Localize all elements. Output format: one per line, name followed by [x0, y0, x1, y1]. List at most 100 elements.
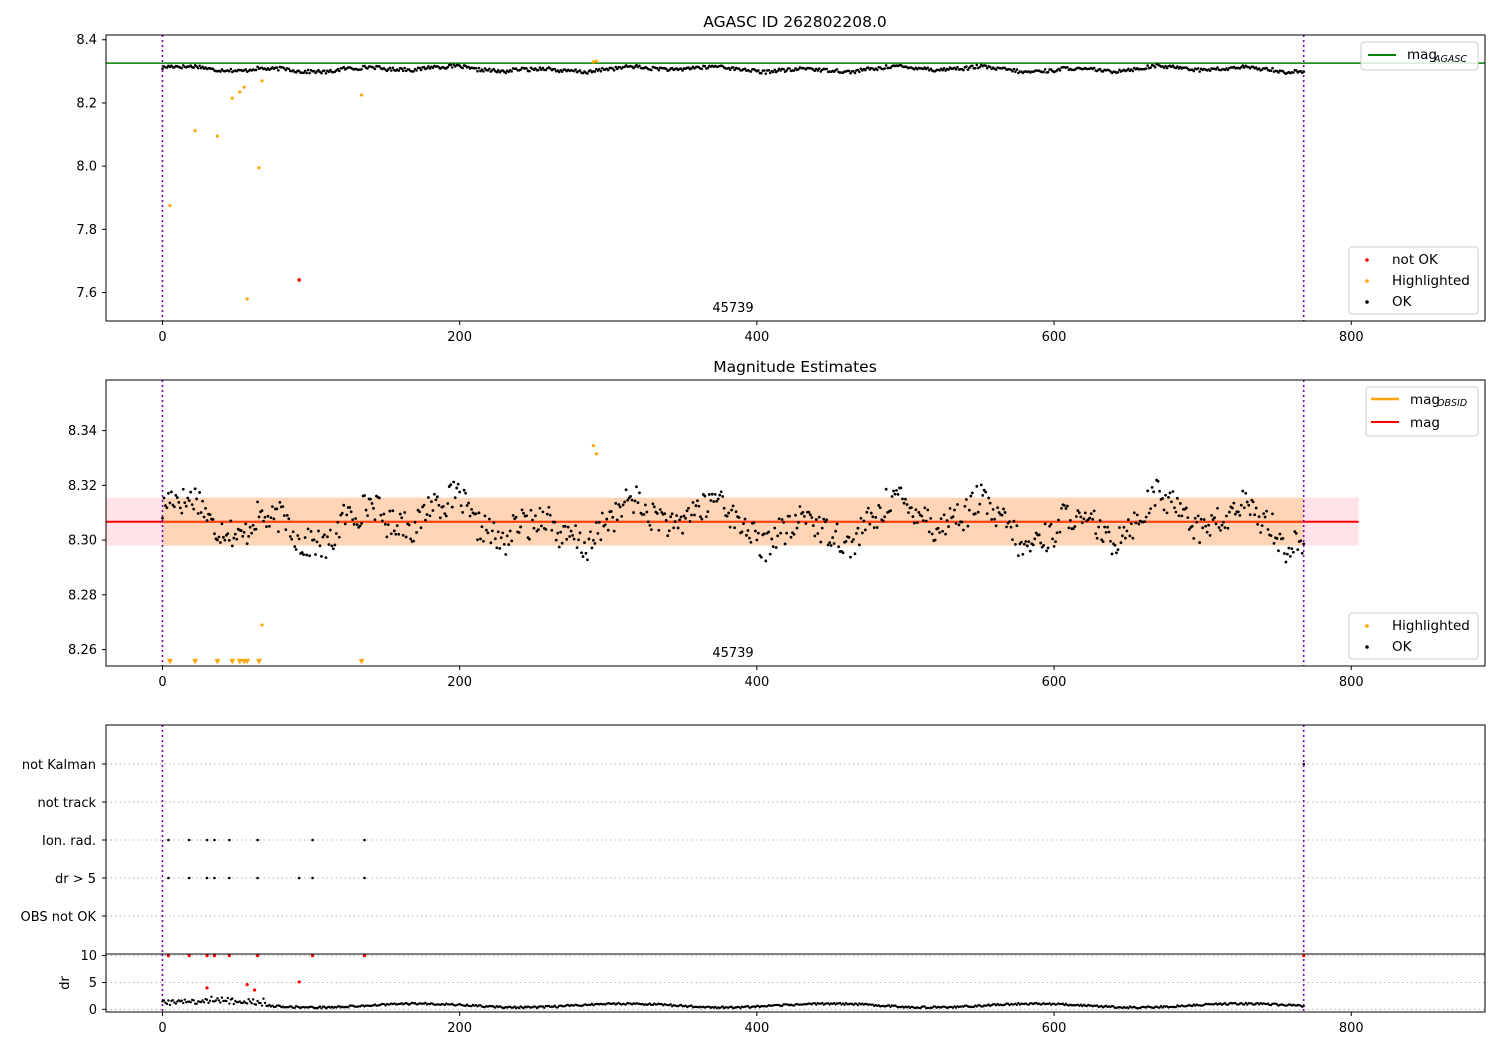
ok-point [1149, 66, 1152, 69]
ok-point [1125, 529, 1129, 533]
ok-point [479, 537, 482, 541]
ok-point [867, 66, 870, 69]
ok-point [1171, 64, 1175, 67]
ok-point [776, 69, 779, 73]
ok-point [899, 486, 903, 490]
ok-point [688, 519, 692, 523]
ok-point [456, 482, 460, 486]
ok-point [403, 66, 406, 70]
ok-point [388, 509, 392, 513]
ok-point [565, 537, 569, 541]
ok-point [348, 506, 352, 509]
flag-point [228, 876, 231, 880]
ok-point [777, 517, 781, 521]
ok-point [296, 534, 300, 537]
ok-point [822, 517, 826, 521]
ok-point [1146, 64, 1149, 67]
ok-point [1226, 68, 1230, 72]
panel1-legend-line[interactable]: mag AGASC [1360, 41, 1479, 71]
ok-point [281, 505, 285, 508]
ok-point [1186, 516, 1190, 520]
ok-point [727, 511, 731, 515]
p1-xtick-label: 800 [1339, 330, 1364, 345]
ok-point [193, 487, 197, 491]
ok-point [287, 67, 291, 71]
ok-point [860, 531, 864, 535]
panel2-legend-points[interactable]: Highlighted OK [1348, 612, 1479, 660]
ok-point [482, 539, 485, 543]
ok-point [1080, 521, 1084, 525]
ok-point [707, 493, 711, 496]
ok-point [589, 68, 592, 72]
ok-point [823, 520, 827, 524]
ok-point [476, 538, 479, 542]
ok-point [450, 505, 454, 509]
ok-point [817, 67, 821, 70]
ok-point [1176, 65, 1179, 68]
ok-point [964, 498, 968, 501]
ok-point [1213, 516, 1216, 520]
ok-point [1083, 511, 1087, 515]
ok-point [1071, 527, 1075, 531]
ok-point [706, 510, 710, 514]
p4-xtick-label: 600 [1042, 1021, 1067, 1036]
ok-point [856, 526, 860, 530]
ok-point [266, 514, 270, 518]
ok-point [872, 526, 876, 530]
ok-point [415, 531, 418, 534]
ok-point [499, 536, 503, 540]
ok-point [204, 506, 207, 510]
ok-point [1171, 490, 1175, 493]
ok-point [1302, 542, 1306, 546]
ok-point [974, 66, 977, 70]
legend-label-highlighted: Highlighted [1392, 618, 1470, 634]
ok-point [670, 512, 674, 516]
ok-point [329, 68, 332, 72]
ok-point [1144, 515, 1148, 519]
ok-point [1260, 524, 1264, 528]
dr-point [242, 1000, 246, 1003]
ok-point [247, 535, 251, 538]
ok-point [434, 498, 438, 502]
ok-point [177, 500, 181, 504]
ok-point [474, 66, 478, 70]
dr-point [199, 1000, 203, 1004]
p1-ytick-label: 7.6 [76, 286, 97, 301]
ok-point [519, 68, 522, 72]
ok-point [208, 513, 212, 517]
ok-point [780, 518, 784, 521]
ok-point [450, 66, 454, 69]
dr-point [556, 1006, 559, 1009]
ok-point [1228, 510, 1231, 514]
ok-point [923, 506, 927, 510]
ok-point [1230, 506, 1234, 510]
ok-point [272, 517, 276, 521]
ok-point [1281, 537, 1285, 540]
ok-point [915, 521, 919, 525]
ok-point [305, 71, 308, 75]
ok-point [801, 510, 805, 514]
ok-point [580, 551, 583, 555]
ok-point [1069, 518, 1072, 522]
agasc-magnitude-panel: AGASC ID 262802208.0 0 200 400 600 800 7.6 7.8… [76, 13, 1486, 345]
ok-point [520, 508, 524, 512]
legend-sub-agasc: AGASC [1433, 54, 1467, 65]
ok-point [1127, 67, 1130, 71]
ok-point [1153, 504, 1157, 507]
ok-point [318, 544, 322, 548]
ok-point [352, 522, 356, 526]
panel1-legend-points[interactable]: not OK Highlighted OK [1348, 246, 1479, 315]
ok-point [1000, 513, 1004, 517]
ok-point [427, 65, 430, 68]
ok-point [718, 493, 722, 497]
ok-point [480, 525, 484, 529]
ok-point [339, 513, 343, 517]
ok-point [186, 496, 190, 500]
ok-point [593, 542, 597, 545]
ok-point [681, 69, 684, 72]
dr-point [256, 999, 259, 1003]
panel2-legend-lines[interactable]: mag OBSID mag [1365, 386, 1479, 437]
ok-point [745, 533, 748, 537]
ok-point [284, 68, 288, 72]
ok-point [358, 524, 362, 528]
